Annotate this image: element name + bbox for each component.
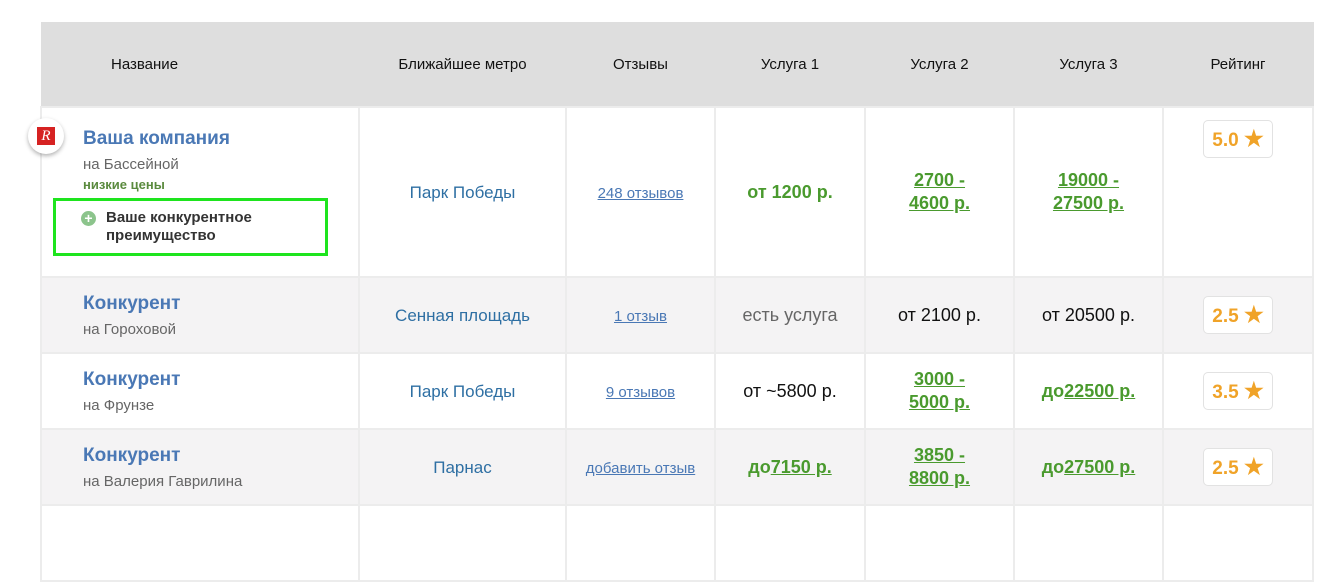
table-row: Конкурент на Фрунзе Парк Победы 9 отзывов…: [40, 352, 1314, 430]
price-link[interactable]: 27500 р.: [1064, 456, 1136, 477]
rating-badge: 2.5 ★: [1203, 296, 1273, 334]
rating-value: 3.5: [1212, 382, 1239, 403]
star-icon: ★: [1243, 302, 1264, 327]
price-link[interactable]: 3000 - 5000 р.: [908, 369, 971, 412]
company-cell: Конкурент на Валерия Гаврилина: [40, 428, 360, 506]
service-1-cell: есть услуга: [714, 276, 866, 354]
company-address: на Гороховой: [83, 320, 176, 338]
reviews-link[interactable]: 1 отзыв: [613, 307, 668, 325]
company-cell: Конкурент на Фрунзе: [40, 352, 360, 430]
metro-cell: Парнас: [358, 428, 567, 506]
advantage-text: Ваше конкурентное преимущество: [106, 209, 252, 244]
company-cell: Конкурент на Гороховой: [40, 276, 360, 354]
price-prefix: до: [1041, 380, 1065, 401]
reviews-cell: 248 отзывов: [565, 106, 716, 278]
service-price: от 2100 р.: [898, 304, 981, 325]
header-reviews: Отзывы: [566, 22, 716, 107]
company-name[interactable]: Конкурент: [83, 368, 181, 390]
reviews-link[interactable]: 248 отзывов: [597, 184, 684, 202]
comparison-table: Название Ближайшее метро Отзывы Услуга 1…: [28, 22, 1314, 582]
service-1-cell: от ~5800 р.: [714, 352, 866, 430]
rating-cell: 3.5 ★: [1162, 352, 1314, 430]
metro-name: Парк Победы: [409, 381, 516, 401]
reviews-cell: добавить отзыв: [565, 428, 716, 506]
rating-cell: 5.0 ★: [1162, 106, 1314, 278]
header-metro: Ближайшее метро: [359, 22, 567, 107]
reviews-link[interactable]: 9 отзывов: [605, 383, 676, 401]
service-2-cell: 2700 - 4600 р.: [864, 106, 1015, 278]
metro-cell: Парк Победы: [358, 106, 567, 278]
service-3-cell: до 22500 р.: [1013, 352, 1164, 430]
company-address: на Бассейной: [83, 156, 179, 173]
price-link[interactable]: 3850 - 8800 р.: [908, 445, 971, 488]
star-icon: ★: [1243, 454, 1264, 479]
rating-badge: 3.5 ★: [1203, 372, 1273, 410]
table-row: [40, 504, 1314, 582]
reviews-link[interactable]: добавить отзыв: [585, 459, 696, 477]
rating-value: 2.5: [1212, 306, 1239, 327]
service-price: от ~5800 р.: [743, 380, 837, 401]
service-3-cell: 19000 - 27500 р.: [1013, 106, 1164, 278]
header-service-3: Услуга 3: [1014, 22, 1164, 107]
service-price: есть услуга: [742, 304, 838, 325]
reviews-cell: 9 отзывов: [565, 352, 716, 430]
price-prefix: до: [748, 456, 771, 477]
company-name[interactable]: Конкурент: [83, 292, 181, 314]
service-2-cell: 3000 - 5000 р.: [864, 352, 1015, 430]
reviews-cell: 1 отзыв: [565, 276, 716, 354]
service-3-cell: до 27500 р.: [1013, 428, 1164, 506]
rating-value: 5.0: [1212, 130, 1239, 151]
price-link[interactable]: 7150 р.: [770, 456, 832, 477]
service-1-cell: до 7150 р.: [714, 428, 866, 506]
plus-circle-icon: +: [81, 211, 96, 226]
service-price: от 20500 р.: [1042, 304, 1135, 325]
advantage-box: + Ваше конкурентное преимущество: [53, 198, 328, 256]
rating-badge: 2.5 ★: [1203, 448, 1273, 486]
price-link[interactable]: 22500 р.: [1064, 380, 1136, 401]
header-rating: Рейтинг: [1163, 22, 1314, 107]
company-name[interactable]: Ваша компания: [83, 128, 230, 149]
metro-name: Парнас: [433, 457, 492, 477]
rating-cell: 2.5 ★: [1162, 428, 1314, 506]
table-row: Конкурент на Валерия Гаврилина Парнас доб…: [40, 428, 1314, 506]
metro-name: Парк Победы: [409, 182, 516, 202]
company-logo-icon: R: [28, 118, 64, 154]
price-prefix: до: [1041, 456, 1065, 477]
metro-cell: Парк Победы: [358, 352, 567, 430]
company-cell: R Ваша компания на Бассейной низкие цены + В…: [28, 106, 360, 278]
service-2-cell: от 2100 р.: [864, 276, 1015, 354]
company-address: на Валерия Гаврилина: [83, 472, 243, 490]
price-link[interactable]: 2700 - 4600 р.: [908, 170, 971, 213]
company-tag: низкие цены: [83, 177, 165, 192]
star-icon: ★: [1243, 126, 1264, 151]
star-icon: ★: [1243, 378, 1264, 403]
table-row: R Ваша компания на Бассейной низкие цены + В…: [28, 106, 1314, 278]
service-2-cell: 3850 - 8800 р.: [864, 428, 1015, 506]
metro-name: Сенная площадь: [395, 305, 530, 325]
company-name[interactable]: Конкурент: [83, 444, 181, 466]
service-price: от 1200 р.: [747, 181, 833, 202]
service-3-cell: от 20500 р.: [1013, 276, 1164, 354]
service-1-cell: от 1200 р.: [714, 106, 866, 278]
rating-cell: 2.5 ★: [1162, 276, 1314, 354]
rating-value: 2.5: [1212, 458, 1239, 479]
header-name: Название: [41, 22, 360, 107]
header-service-2: Услуга 2: [865, 22, 1015, 107]
header-service-1: Услуга 1: [715, 22, 866, 107]
header-row: Название Ближайшее метро Отзывы Услуга 1…: [41, 22, 1314, 107]
rating-badge: 5.0 ★: [1203, 120, 1273, 158]
table-row: Конкурент на Гороховой Сенная площадь 1 о…: [40, 276, 1314, 354]
price-link[interactable]: 19000 - 27500 р.: [1052, 170, 1125, 213]
metro-cell: Сенная площадь: [358, 276, 567, 354]
company-address: на Фрунзе: [83, 396, 155, 414]
